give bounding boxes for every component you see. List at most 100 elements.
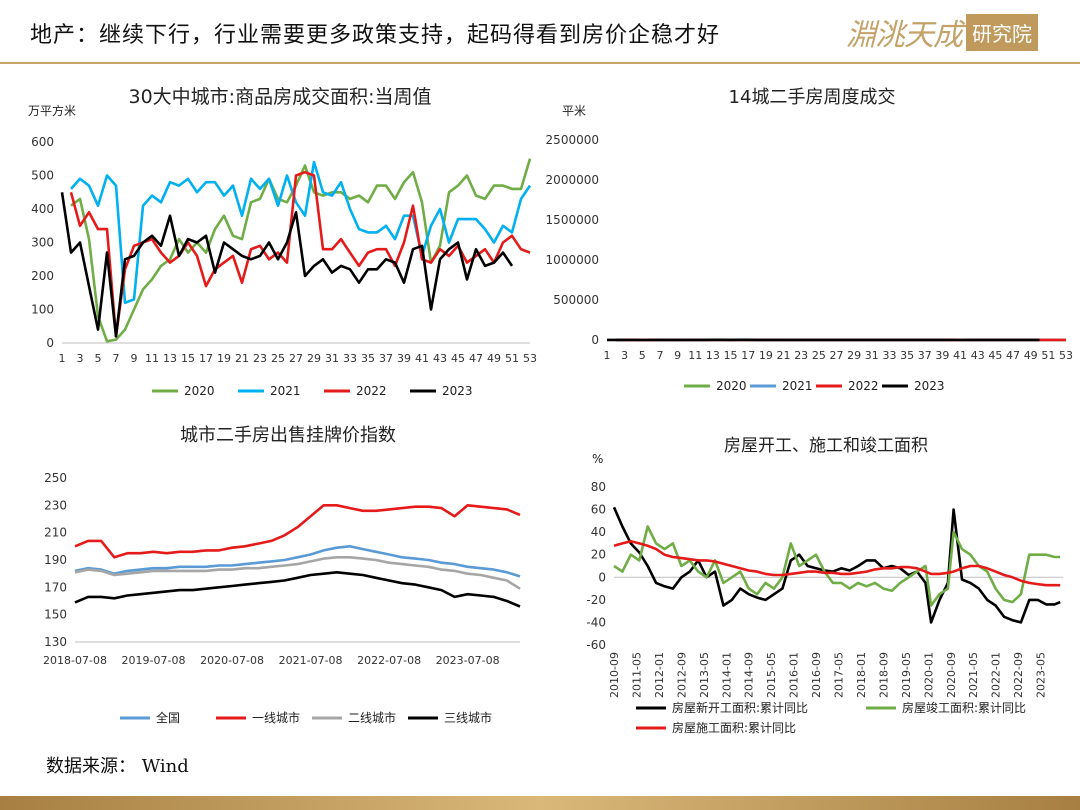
- x-tick-label: 19: [759, 349, 773, 362]
- x-tick-label: 43: [971, 349, 985, 362]
- x-tick-label: 33: [343, 352, 357, 365]
- x-tick-label: 2022-01: [990, 652, 1003, 698]
- x-tick-label: 21: [235, 352, 249, 365]
- x-tick-label: 3: [77, 352, 84, 365]
- y-tick-label: 400: [31, 202, 54, 216]
- x-tick-label: 41: [953, 349, 967, 362]
- x-tick-label: 2018-07-08: [43, 654, 107, 667]
- x-tick-label: 47: [1006, 349, 1020, 362]
- x-tick-label: 49: [1024, 349, 1038, 362]
- y-tick-label: 2000000: [546, 173, 599, 187]
- page-header: 地产：继续下行，行业需要更多政策支持，起码得看到房价企稳才好 淵洮天成 研究院: [0, 0, 1080, 62]
- x-tick-label: 2021-07-08: [279, 654, 343, 667]
- x-tick-label: 53: [523, 352, 537, 365]
- x-tick-label: 2012-09: [675, 652, 688, 698]
- y-tick-label: 200: [31, 269, 54, 283]
- x-tick-label: 51: [1041, 349, 1055, 362]
- legend-label: 二线城市: [348, 710, 396, 725]
- x-tick-label: 2022-09: [1012, 652, 1025, 698]
- x-tick-label: 47: [469, 352, 483, 365]
- y-tick-label: 0: [598, 570, 606, 584]
- chart-title: 房屋开工、施工和竣工面积: [724, 436, 928, 456]
- x-tick-label: 43: [433, 352, 447, 365]
- chart-4: 房屋开工、施工和竣工面积% -60 -40 -20 0 20 40 60 80 2010-09 20…: [586, 436, 1063, 735]
- x-tick-label: 25: [812, 349, 826, 362]
- x-tick-label: 2016-09: [810, 652, 823, 698]
- y-axis-label: %: [592, 452, 603, 466]
- y-tick-label: 500000: [553, 293, 599, 307]
- x-tick-label: 37: [379, 352, 393, 365]
- x-tick-label: 2013-05: [698, 652, 711, 698]
- x-tick-label: 2018-01: [855, 652, 868, 698]
- chart-3: 城市二手房出售挂牌价指数 130 150 170 190 210 230 250 2018-07…: [43, 425, 521, 725]
- x-tick-label: 2023-05: [1035, 652, 1048, 698]
- x-tick-label: 1: [604, 349, 611, 362]
- y-tick-label: 40: [591, 525, 606, 539]
- y-axis-label: 万平方米: [28, 103, 76, 118]
- y-tick-label: 250: [44, 471, 67, 485]
- x-tick-label: 45: [988, 349, 1002, 362]
- x-tick-label: 2020-01: [922, 652, 935, 698]
- x-tick-label: 2020-07-08: [200, 654, 264, 667]
- legend-label: 2021: [782, 379, 813, 393]
- x-tick-label: 2019-05: [900, 652, 913, 698]
- header-divider: [0, 62, 1080, 64]
- x-tick-label: 17: [741, 349, 755, 362]
- x-tick-label: 23: [794, 349, 808, 362]
- series-line-3: [69, 170, 531, 338]
- x-tick-label: 5: [639, 349, 646, 362]
- x-tick-label: 13: [706, 349, 720, 362]
- x-tick-label: 13: [163, 352, 177, 365]
- series-line-1: [612, 506, 1061, 624]
- x-tick-label: 2011-05: [630, 652, 643, 698]
- x-tick-label: 37: [918, 349, 932, 362]
- x-tick-label: 15: [724, 349, 738, 362]
- x-tick-label: 5: [95, 352, 102, 365]
- x-tick-label: 17: [199, 352, 213, 365]
- x-tick-label: 2019-07-08: [122, 654, 186, 667]
- legend-label: 房屋竣工面积:累计同比: [902, 700, 1026, 715]
- x-tick-label: 49: [487, 352, 501, 365]
- y-tick-label: 150: [44, 608, 67, 622]
- y-tick-label: 80: [591, 480, 606, 494]
- data-source: 数据来源： Wind: [46, 756, 189, 777]
- x-tick-label: 2014-01: [720, 652, 733, 698]
- y-tick-label: 0: [46, 336, 54, 350]
- legend-label: 2023: [442, 384, 473, 398]
- legend-label: 一线城市: [252, 710, 300, 725]
- y-tick-label: 1000000: [546, 253, 599, 267]
- x-tick-label: 2021-05: [967, 652, 980, 698]
- y-tick-label: 170: [44, 580, 67, 594]
- x-tick-label: 2010-09: [608, 652, 621, 698]
- y-tick-label: 130: [44, 635, 67, 649]
- x-tick-label: 19: [217, 352, 231, 365]
- x-tick-label: 11: [145, 352, 159, 365]
- chart-title: 30大中城市:商品房成交面积:当周值: [129, 86, 432, 108]
- x-tick-label: 45: [451, 352, 465, 365]
- y-tick-label: 100: [31, 303, 54, 317]
- x-tick-label: 25: [271, 352, 285, 365]
- x-tick-label: 27: [289, 352, 303, 365]
- series-line-1: [70, 158, 532, 343]
- x-tick-label: 41: [415, 352, 429, 365]
- brand-logo: 淵洮天成 研究院: [846, 10, 1038, 54]
- y-tick-label: 500: [31, 169, 54, 183]
- y-tick-label: 1500000: [546, 213, 599, 227]
- x-tick-label: 21: [777, 349, 791, 362]
- legend-label: 2021: [270, 384, 301, 398]
- legend-label: 2022: [848, 379, 879, 393]
- legend-label: 全国: [156, 710, 180, 725]
- x-tick-label: 27: [830, 349, 844, 362]
- chart-title: 14城二手房周度成交: [729, 87, 896, 108]
- x-tick-label: 2023-07-08: [436, 654, 500, 667]
- legend-label: 2023: [914, 379, 945, 393]
- x-tick-label: 2020-09: [945, 652, 958, 698]
- y-tick-label: 20: [591, 548, 606, 562]
- series-line-3: [74, 556, 521, 590]
- series-line-4: [74, 571, 521, 608]
- y-tick-label: -20: [586, 593, 606, 607]
- y-tick-label: 60: [591, 503, 606, 517]
- y-tick-label: 2500000: [546, 133, 599, 147]
